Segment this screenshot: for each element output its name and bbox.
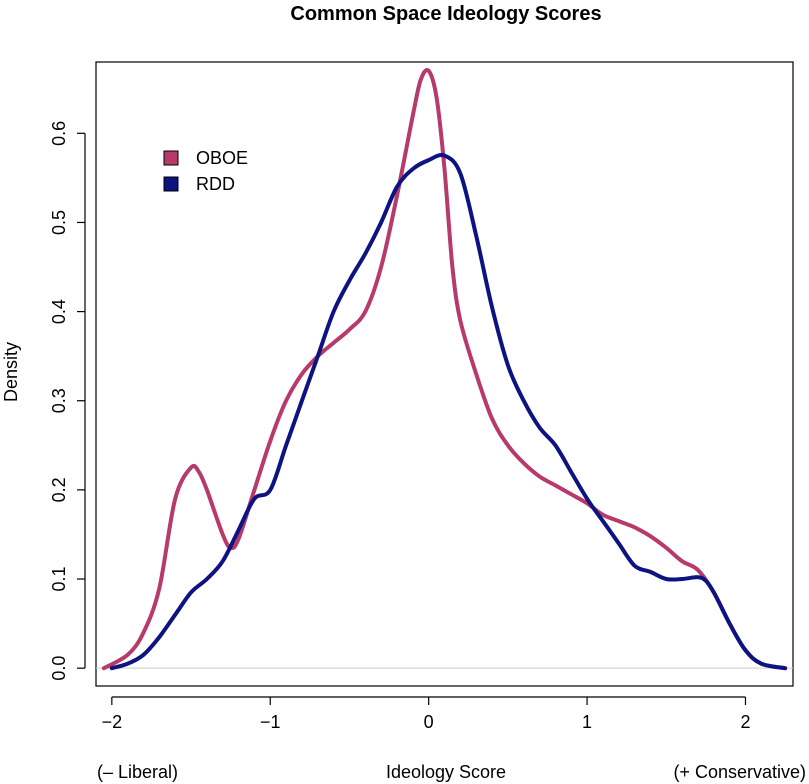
series-line-rdd [109, 153, 788, 671]
x-tick-label: 1 [582, 712, 592, 732]
x-axis-label: Ideology Score [386, 762, 506, 782]
legend: OBOE RDD [163, 148, 248, 194]
y-tick-label: 0.1 [49, 567, 69, 592]
y-axis-label: Density [1, 342, 21, 402]
x-axis-label-right: (+ Conservative) [673, 762, 806, 782]
legend-swatch-oboe [163, 150, 179, 166]
y-tick-label: 0.2 [49, 477, 69, 502]
series-layer [101, 68, 788, 671]
x-tick-label: 0 [424, 712, 434, 732]
y-tick-label: 0.4 [49, 299, 69, 324]
y-axis: 0.0 0.1 0.2 0.3 0.4 0.5 0.6 [49, 121, 86, 681]
y-tick-label: 0.3 [49, 388, 69, 413]
chart-title: Common Space Ideology Scores [290, 3, 601, 25]
legend-label-rdd: RDD [196, 174, 235, 194]
x-tick-label: 2 [740, 712, 750, 732]
series-line-oboe [101, 68, 788, 671]
x-axis-label-left: (– Liberal) [97, 762, 178, 782]
x-tick-label: −2 [102, 712, 123, 732]
plot-frame [95, 61, 794, 687]
y-tick-label: 0.5 [49, 210, 69, 235]
legend-label-oboe: OBOE [196, 148, 248, 168]
x-tick-label: −1 [260, 712, 281, 732]
x-axis: −2 −1 0 1 2 [102, 696, 750, 732]
legend-swatch-rdd [163, 176, 179, 192]
y-tick-label: 0.0 [49, 656, 69, 681]
y-tick-label: 0.6 [49, 121, 69, 146]
